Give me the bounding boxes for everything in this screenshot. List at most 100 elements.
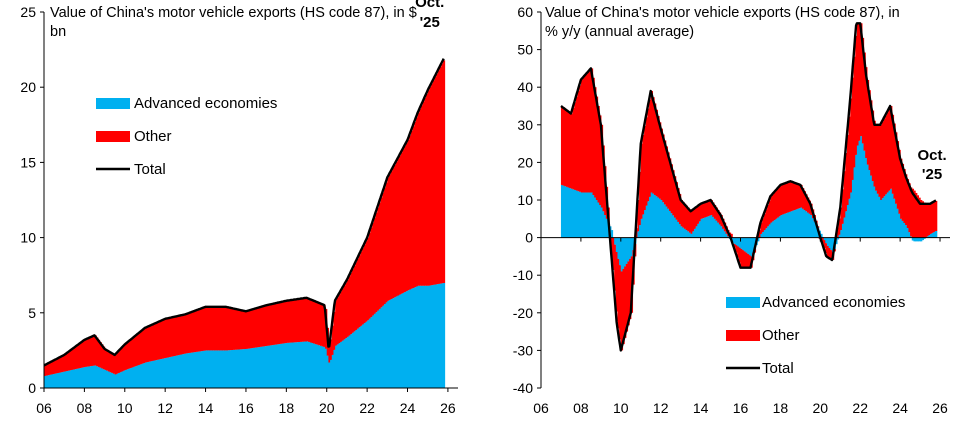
advanced-area-mark	[187, 353, 190, 388]
other-area-mark	[240, 310, 244, 350]
advanced-area-mark	[575, 190, 579, 238]
advanced-area-mark	[150, 361, 153, 388]
other-area-mark	[212, 306, 215, 351]
advanced-area-mark	[392, 298, 395, 388]
other-area-mark	[139, 331, 143, 365]
advanced-area-mark	[148, 361, 151, 388]
other-area-mark	[595, 96, 599, 200]
legend-label: Other	[134, 128, 172, 145]
advanced-area-mark	[432, 284, 436, 388]
advanced-area-mark	[272, 344, 276, 388]
other-area-mark	[244, 310, 247, 350]
other-area-mark	[733, 243, 737, 248]
other-area-mark	[913, 190, 916, 238]
other-area-mark	[410, 130, 414, 289]
advanced-area-mark	[672, 215, 675, 238]
advanced-area-mark	[812, 218, 815, 238]
other-area-mark	[128, 341, 131, 369]
other-area-mark	[375, 212, 378, 313]
x-tick-label: 22	[359, 400, 375, 416]
advanced-area-mark	[778, 216, 782, 238]
advanced-area-mark	[271, 345, 274, 388]
other-area-mark	[219, 306, 222, 351]
other-area-mark	[655, 109, 658, 197]
y-tick-label: 50	[517, 42, 533, 58]
other-area-mark	[920, 200, 923, 238]
other-area-mark	[848, 116, 851, 199]
other-area-mark	[257, 307, 261, 348]
other-area-mark	[826, 245, 830, 257]
advanced-area-mark	[368, 318, 372, 388]
advanced-area-mark	[424, 285, 427, 388]
other-area-mark	[800, 184, 803, 208]
advanced-area-mark	[55, 373, 59, 388]
advanced-area-mark	[602, 211, 605, 238]
advanced-area-mark	[212, 350, 215, 388]
other-area-mark	[91, 336, 94, 366]
advanced-area-mark	[133, 366, 136, 388]
other-area-mark	[126, 343, 129, 370]
other-area-mark	[642, 134, 645, 215]
advanced-area-mark	[89, 366, 92, 388]
other-area-mark	[871, 110, 875, 182]
advanced-area-mark	[654, 194, 657, 238]
advanced-area-mark	[657, 197, 660, 238]
other-area-mark	[855, 35, 858, 155]
other-area-mark	[190, 312, 193, 353]
other-area-mark	[309, 299, 313, 343]
advanced-area-mark	[261, 346, 264, 388]
advanced-area-mark	[81, 367, 84, 388]
other-area-mark	[64, 354, 67, 372]
other-area-mark	[602, 145, 605, 212]
advanced-area-mark	[670, 213, 673, 238]
x-tick-label: 16	[733, 400, 749, 416]
y-tick-label: -10	[513, 267, 533, 283]
other-area-mark	[161, 320, 165, 359]
other-area-mark	[677, 188, 680, 222]
x-tick-label: 06	[533, 400, 549, 416]
advanced-area-mark	[836, 237, 840, 240]
advanced-area-mark	[560, 184, 564, 238]
advanced-area-mark	[259, 346, 262, 388]
advanced-area-mark	[745, 237, 748, 253]
other-area-mark	[197, 309, 200, 352]
other-area-mark	[895, 132, 898, 204]
advanced-area-mark	[143, 363, 146, 388]
other-area-mark	[930, 203, 933, 234]
other-area-mark	[102, 346, 106, 370]
other-area-mark	[662, 134, 665, 203]
other-area-mark	[84, 339, 87, 367]
other-area-mark	[77, 344, 80, 369]
advanced-area-mark	[237, 349, 240, 388]
advanced-area-mark	[727, 236, 730, 238]
other-area-mark	[685, 205, 688, 231]
advanced-area-mark	[419, 285, 422, 388]
advanced-area-mark	[311, 343, 314, 388]
other-area-mark	[101, 344, 104, 369]
advanced-area-mark	[357, 328, 360, 388]
other-area-mark	[245, 311, 249, 349]
other-area-mark	[284, 301, 287, 344]
advanced-area-mark	[75, 368, 79, 388]
advanced-area-mark	[846, 205, 850, 238]
other-area-mark	[400, 152, 404, 294]
other-area-mark	[92, 336, 96, 366]
advanced-area-mark	[104, 369, 107, 388]
other-area-mark	[760, 222, 763, 234]
advanced-area-mark	[800, 207, 803, 238]
advanced-area-mark	[155, 360, 158, 388]
other-area-mark	[158, 321, 161, 360]
advanced-area-mark	[77, 368, 80, 388]
other-area-mark	[572, 107, 575, 190]
other-area-mark	[644, 126, 647, 211]
other-area-mark	[916, 195, 920, 238]
advanced-area-mark	[121, 371, 124, 388]
other-area-mark	[357, 258, 360, 329]
other-area-mark	[121, 347, 124, 372]
advanced-area-mark	[74, 369, 77, 388]
advanced-area-mark	[782, 214, 785, 238]
advanced-area-mark	[682, 227, 685, 238]
other-area-mark	[650, 90, 653, 193]
advanced-area-mark	[227, 350, 230, 388]
